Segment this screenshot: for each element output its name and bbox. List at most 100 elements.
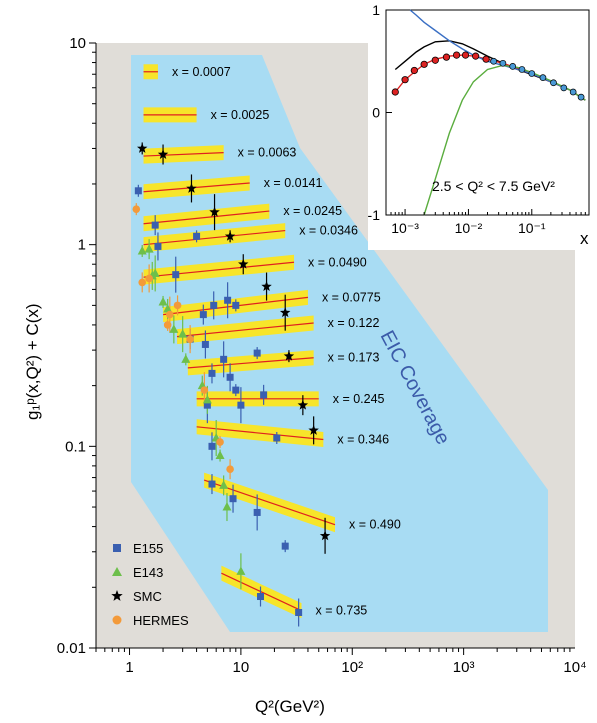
- hermes-point-4: [163, 321, 172, 329]
- bin-label-13: x = 0.735: [315, 604, 367, 618]
- band-line-6: [143, 261, 295, 278]
- smc-point-8: [283, 350, 295, 361]
- y-tick-label-3: 10: [69, 35, 86, 52]
- e155-point-11: [220, 355, 228, 363]
- hermes-point-7: [200, 386, 209, 394]
- hermes-point-1: [138, 278, 147, 287]
- smc-point-4: [224, 230, 236, 241]
- x-axis-label: Q²(GeV²): [255, 697, 325, 716]
- e155-point-22: [229, 495, 237, 503]
- band-line-9: [187, 357, 314, 369]
- smc-point-2: [186, 182, 197, 193]
- hermes-point-8: [216, 438, 224, 446]
- legend-marker-hermes: [112, 615, 122, 625]
- e155-point-23: [253, 508, 261, 516]
- smc-point-5: [238, 258, 249, 269]
- inset-red-point-9: [482, 55, 490, 63]
- bin-label-4: x = 0.0245: [283, 204, 342, 218]
- inset-blue-point-8: [569, 88, 577, 96]
- inset-blue-point-3: [518, 66, 526, 73]
- smc-point-0: [136, 142, 148, 153]
- e155-point-17: [260, 391, 268, 399]
- bin-label-7: x = 0.0775: [322, 290, 381, 304]
- smc-point-6: [261, 281, 272, 291]
- e143-point-13: [219, 480, 229, 489]
- inset-red-point-5: [442, 53, 451, 61]
- inset-axes: -1 0 1 10⁻³ 10⁻² 10⁻¹: [368, 2, 590, 236]
- inset-blue-point-6: [550, 79, 557, 87]
- e143-point-10: [202, 394, 212, 404]
- inset-x-axis-label: x: [580, 229, 589, 248]
- e155-point-3: [172, 271, 180, 279]
- e155-point-19: [237, 401, 245, 409]
- main-axes: 1 10 10² 10³ 10⁴ 0.01 0.1 1 10: [57, 35, 587, 676]
- e143-point-3: [150, 268, 160, 277]
- smc-point-9: [297, 399, 309, 410]
- x-tick-label-2: 10²: [341, 659, 363, 676]
- e143-point-7: [178, 329, 188, 338]
- x-tick-label-1: 10: [233, 659, 250, 676]
- e155-point-18: [208, 442, 216, 450]
- inset-x-tick-label-1: 10⁻²: [455, 220, 483, 236]
- hermes-point-9: [226, 465, 234, 474]
- bin-label-12: x = 0.490: [349, 518, 401, 532]
- markers-layer: [132, 142, 331, 616]
- bin-label-9: x = 0.173: [328, 351, 380, 365]
- x-tick-label-4: 10⁴: [563, 659, 586, 676]
- e155-point-25: [257, 593, 265, 601]
- legend-marker-e155: [113, 544, 121, 552]
- inset-curve-2: [409, 9, 586, 101]
- e155-point-15: [203, 401, 211, 409]
- e155-point-21: [208, 480, 216, 488]
- e143-point-5: [163, 303, 173, 313]
- hermes-point-3: [166, 310, 174, 319]
- inset-blue-point-5: [539, 74, 547, 82]
- e143-point-12: [215, 450, 225, 460]
- smc-point-3: [209, 206, 220, 217]
- inset-y-tick-label-1: 0: [372, 105, 380, 121]
- bin-label-5: x = 0.0346: [299, 224, 358, 238]
- bin-label-10: x = 0.245: [333, 392, 385, 406]
- e143-point-14: [222, 502, 232, 511]
- inset-blue-point-4: [528, 70, 536, 77]
- x-tick-label-3: 10³: [453, 659, 475, 676]
- inset-red-point-6: [452, 51, 461, 59]
- legend-label-e155: E155: [133, 541, 163, 556]
- e155-point-4: [193, 232, 201, 240]
- e155-point-7: [224, 296, 232, 304]
- hermes-point-5: [173, 301, 182, 310]
- band-line-8: [176, 322, 314, 338]
- band-line-3: [143, 182, 250, 193]
- band-line-13: [221, 572, 302, 612]
- inset-blue-point-9: [577, 93, 585, 101]
- e155-point-20: [273, 434, 281, 442]
- bin-labels-layer: x = 0.0007 x = 0.0025 x = 0.0063 x = 0.0141…: [172, 65, 401, 618]
- e155-point-12: [253, 349, 261, 357]
- smc-point-11: [319, 530, 331, 541]
- x-tick-label-0: 1: [125, 659, 133, 676]
- legend-label-smc: SMC: [133, 589, 162, 604]
- e155-point-0: [134, 187, 142, 195]
- bin-label-1: x = 0.0025: [211, 108, 270, 122]
- inset-chart: -1 0 1 10⁻³ 10⁻² 10⁻¹ 2.5 < Q² < 7.5 GeV² x: [368, 0, 597, 250]
- bin-label-0: x = 0.0007: [172, 65, 231, 79]
- y-axis-label: g₁ᵖ(x,Q²) + C(x): [23, 303, 42, 420]
- e155-point-24: [281, 542, 289, 550]
- inset-red-point-0: [391, 88, 399, 96]
- e155-point-6: [210, 301, 218, 309]
- legend-label-hermes: HERMES: [133, 613, 189, 628]
- e155-point-1: [151, 221, 159, 229]
- e155-point-10: [201, 340, 209, 348]
- inset-red-point-4: [431, 56, 439, 64]
- e155-point-16: [232, 386, 240, 394]
- legend: E155 E143 SMC HERMES: [111, 541, 189, 628]
- inset-y-tick-label-2: 1: [372, 2, 380, 18]
- hermes-point-0: [132, 205, 141, 213]
- legend-marker-e143: [112, 567, 122, 576]
- bin-label-2: x = 0.0063: [238, 146, 297, 160]
- inset-blue-point-0: [490, 57, 497, 65]
- e143-point-1: [144, 244, 154, 253]
- y-tick-label-0: 0.01: [57, 640, 86, 657]
- bin-label-11: x = 0.346: [337, 433, 389, 447]
